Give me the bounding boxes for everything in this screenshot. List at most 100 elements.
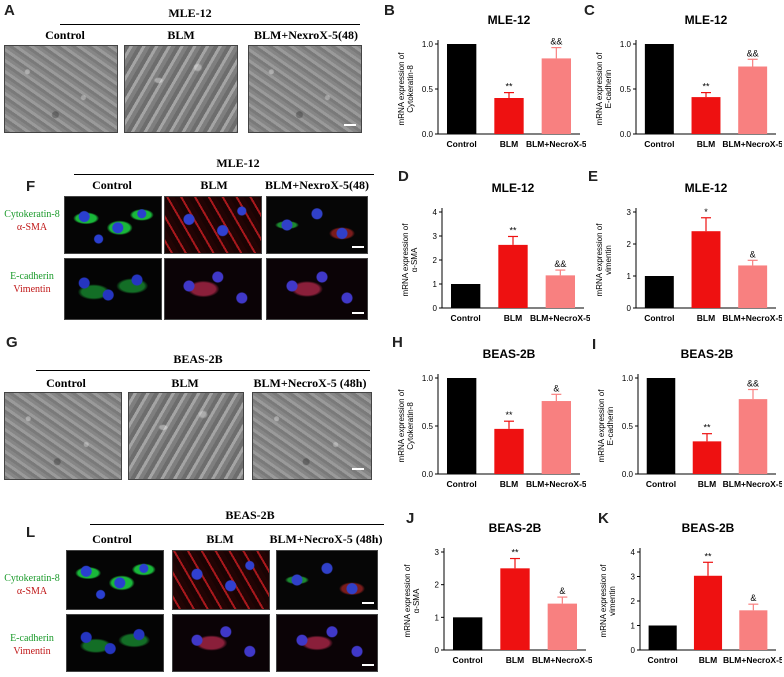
x-tick-label: Control: [648, 655, 678, 665]
x-tick-label: Control: [646, 479, 676, 489]
x-tick-label: Control: [451, 313, 481, 323]
micrograph-a-blm-necrox: [248, 45, 362, 133]
panel-letter-c: C: [584, 2, 595, 19]
if-l-necrox-row2: [276, 614, 378, 672]
chart-title: BEAS-2B: [483, 347, 536, 361]
bar: [547, 603, 578, 650]
micrograph-g-blm-necrox: [252, 392, 372, 480]
panel-l-rule: [90, 524, 384, 525]
significance-label: **: [704, 551, 712, 561]
panel-letter-k: K: [598, 510, 609, 527]
x-tick-label: Control: [447, 139, 477, 149]
x-tick-label: BLM: [500, 479, 518, 489]
y-axis-label: mRNA expression of: [599, 564, 608, 638]
significance-label: *: [704, 207, 708, 217]
x-tick-label: BLM: [697, 139, 715, 149]
chart-title: MLE-12: [492, 181, 535, 195]
panel-letter-g: G: [6, 334, 18, 351]
panel-l-col-blm: BLM: [206, 532, 234, 546]
x-tick-label: BLM: [500, 139, 518, 149]
bar: [498, 244, 528, 308]
y-tick-label: 2: [433, 256, 438, 265]
chart-c: MLE-12 mRNA expression of E-cadherin 0.0 0.5…: [595, 13, 782, 149]
x-tick-label: BLM+NecroX-5: [532, 655, 592, 665]
y-tick-label: 1.0: [422, 374, 434, 383]
y-tick-label: 1.0: [622, 374, 634, 383]
micrograph-a-blm: [124, 45, 238, 133]
x-tick-label: BLM+NecroX-5: [722, 139, 782, 149]
chart-h: BEAS-2B mRNA expression of Cytokeratin-8 0.…: [397, 347, 586, 489]
if-f-necrox-row1: [266, 196, 368, 254]
y-tick-label: 4: [631, 548, 636, 557]
panel-letter-j: J: [406, 510, 415, 527]
bar: [446, 378, 477, 474]
bar: [452, 617, 483, 650]
x-tick-label: Control: [644, 313, 674, 323]
x-tick-label: BLM: [506, 655, 524, 665]
y-axis-label: Cytokeratin-8: [406, 402, 415, 450]
bar: [692, 441, 722, 474]
scale-bar: [362, 664, 374, 666]
panel-f-col-blm: BLM: [200, 178, 228, 192]
significance-label: &: [750, 593, 756, 603]
significance-label: **: [511, 548, 519, 558]
y-axis-label: mRNA expression of: [595, 223, 604, 297]
chart-e: MLE-12 mRNA expression of vimentin 0 1 2 3 Cont…: [595, 181, 782, 323]
if-f-control-row1: [64, 196, 162, 254]
bar: [500, 568, 530, 650]
panel-a-col-control: Control: [45, 28, 85, 42]
if-f-control-row2: [64, 258, 162, 320]
scale-bar: [352, 468, 364, 470]
micrograph-g-blm: [128, 392, 244, 480]
if-l-blm-row1: [172, 550, 270, 610]
chart-k: BEAS-2B mRNA expression of vimentin 0 1 2 3 4 Co…: [599, 521, 782, 665]
panel-letter-l: L: [26, 524, 36, 541]
y-tick-label: 0.5: [422, 422, 434, 431]
x-tick-label: Control: [453, 655, 483, 665]
panel-letter-f: F: [26, 178, 36, 195]
panel-g-col-blm: BLM: [171, 376, 199, 390]
if-f-necrox-row2: [266, 258, 368, 320]
significance-label: &: [559, 586, 565, 596]
panel-letter-d: D: [398, 168, 409, 185]
significance-label: **: [509, 225, 517, 235]
significance-label: **: [702, 82, 710, 92]
y-tick-label: 4: [433, 208, 438, 217]
y-tick-label: 2: [631, 597, 636, 606]
y-tick-label: 0.0: [620, 130, 632, 139]
panel-f-row1-stain-1: Cytokeratin-8: [4, 209, 60, 220]
y-axis-label: E-cadherin: [604, 70, 613, 109]
y-axis-label: mRNA expression of: [397, 389, 406, 463]
chart-j: BEAS-2B mRNA expression of α-SMA 0 1 2 3 Contro…: [403, 521, 592, 665]
panel-l-col-control: Control: [92, 532, 132, 546]
panel-letter-a: A: [4, 2, 15, 19]
scale-bar: [352, 246, 364, 248]
significance-label: **: [505, 410, 513, 420]
panel-a-title: MLE-12: [168, 6, 212, 20]
panel-f-rule: [74, 174, 374, 175]
if-f-blm-row2: [164, 258, 262, 320]
panel-l-row1-stain-2: α-SMA: [16, 586, 48, 597]
bar: [541, 58, 572, 134]
x-tick-label: BLM: [697, 313, 715, 323]
bar: [644, 44, 674, 134]
x-tick-label: BLM+NecroX-5: [530, 313, 590, 323]
panel-l-row2-stain-1: E-cadherin: [10, 633, 54, 644]
significance-label: &: [553, 383, 559, 393]
bar: [693, 575, 723, 650]
chart-title: BEAS-2B: [489, 521, 542, 535]
chart-title: MLE-12: [488, 13, 531, 27]
x-tick-label: BLM+NecroX-5: [723, 655, 782, 665]
micrograph-g-control: [4, 392, 122, 480]
panel-f-col-blm-necrox: BLM+NexroX-5(48): [265, 178, 369, 192]
y-axis-label: mRNA expression of: [595, 52, 604, 126]
significance-label: &&: [554, 259, 566, 269]
significance-label: **: [505, 82, 513, 92]
y-axis-label: α-SMA: [410, 247, 419, 272]
y-tick-label: 0: [631, 646, 636, 655]
bar: [648, 625, 677, 650]
panel-l-row2-stain-2: Vimentin: [13, 646, 51, 657]
bar: [739, 610, 768, 650]
panel-letter-h: H: [392, 334, 403, 351]
y-tick-label: 0: [433, 304, 438, 313]
